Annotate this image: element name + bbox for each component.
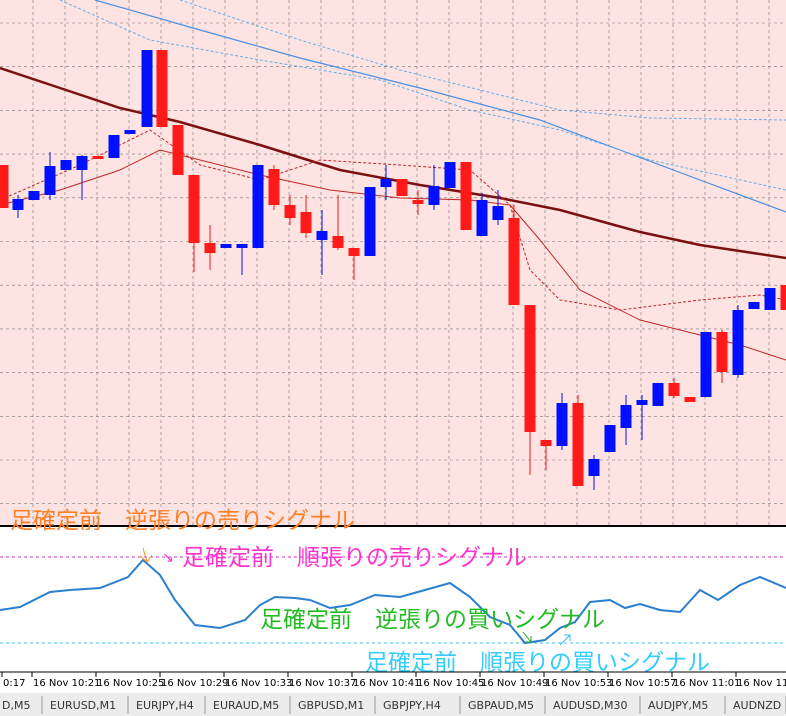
ichimoku-line — [94, 0, 786, 213]
candle-body — [172, 125, 184, 175]
tab[interactable]: AUDUSD,M30 — [553, 699, 628, 712]
candle-body — [76, 156, 88, 170]
candle-body — [764, 288, 776, 310]
time-label: 16 Nov 10:33 — [225, 678, 292, 689]
candle-body — [364, 187, 376, 256]
candle-body — [700, 332, 712, 397]
arrow: ↘ — [162, 550, 174, 566]
candle-body — [348, 248, 360, 256]
candle-body — [236, 244, 248, 248]
cloud-edge — [179, 0, 786, 121]
time-label: 16 Nov 10:29 — [161, 678, 228, 689]
candle-body — [476, 200, 488, 236]
time-label: 16 Nov 11:01 — [673, 678, 740, 689]
candle-body — [44, 166, 56, 195]
candle-body — [284, 205, 296, 218]
tab[interactable]: EURAUD,M5 — [213, 699, 279, 712]
candle-body — [28, 191, 40, 200]
time-label: 16 Nov 10:45 — [417, 678, 484, 689]
candle-body — [0, 165, 9, 208]
candle-body — [492, 206, 504, 220]
candle-body — [508, 218, 520, 305]
tab[interactable]: D,M5 — [2, 699, 30, 712]
main-chart-background — [0, 0, 786, 525]
candle-body — [572, 403, 584, 486]
candle-body — [108, 135, 120, 158]
moving-average — [0, 66, 786, 260]
time-label: 16 Nov 10:37 — [289, 678, 356, 689]
tab-bar — [0, 693, 786, 716]
grid — [0, 0, 786, 525]
tab[interactable]: AUDNZD — [733, 699, 781, 712]
candle-body — [588, 459, 600, 476]
candle-body — [12, 199, 24, 210]
candle-body — [636, 400, 648, 405]
candle-body — [396, 179, 408, 196]
candle-body — [300, 212, 312, 233]
tabs: D,M5 EURUSD,M1 EURJPY,H4 EURAUD,M5 GBPUSD,M1… — [2, 696, 786, 714]
time-label: 16 Nov 10:41 — [353, 678, 420, 689]
arrow — [522, 631, 532, 643]
oscillator-line — [0, 558, 786, 645]
candle-body — [252, 165, 264, 248]
signal-label: 足確定前 順張りの売りシグナル — [182, 545, 527, 571]
arrow — [559, 634, 571, 646]
signal-label: 足確定前 逆張りの買いシグナル — [260, 607, 605, 633]
time-label: 16 Nov 10:57 — [609, 678, 676, 689]
candle-body — [156, 50, 168, 127]
signal-label: 足確定前 逆張りの売りシグナル — [10, 508, 355, 534]
arrow — [139, 547, 153, 563]
candle-body — [188, 175, 200, 243]
time-label: 16 Nov 10:25 — [97, 678, 164, 689]
candle-body — [332, 236, 344, 248]
candle-body — [92, 156, 104, 159]
tab[interactable]: GBPUSD,M1 — [298, 699, 364, 712]
tab[interactable]: EURUSD,M1 — [50, 699, 116, 712]
candle-body — [316, 231, 328, 240]
tab[interactable]: GBPAUD,M5 — [468, 699, 534, 712]
candle-body — [460, 162, 472, 230]
tab[interactable]: EURJPY,H4 — [136, 699, 194, 712]
candle-body — [556, 403, 568, 446]
time-label: 16 Nov 10:21 — [33, 678, 100, 689]
candle-body — [620, 405, 632, 428]
candle-body — [444, 162, 456, 188]
time-axis — [0, 672, 786, 692]
candle-body — [540, 440, 552, 446]
candle-body — [141, 50, 153, 127]
time-label: 0:17 — [3, 678, 25, 689]
time-label: 16 Nov 11:0 — [737, 678, 786, 689]
time-label: 16 Nov 10:53 — [545, 678, 612, 689]
candle-body — [780, 285, 786, 310]
candle-body — [220, 244, 232, 248]
candle-body — [204, 243, 216, 253]
candle-body — [60, 160, 72, 170]
cloud-edge — [59, 0, 786, 191]
candle-body — [748, 302, 760, 309]
tab[interactable]: AUDJPY,M5 — [648, 699, 708, 712]
candle-body — [732, 310, 744, 375]
time-label: 16 Nov 10:49 — [481, 678, 548, 689]
candle-body — [268, 169, 280, 205]
tab[interactable]: GBPJPY,H4 — [383, 699, 441, 712]
candle-body — [524, 305, 536, 432]
candle-body — [716, 332, 728, 372]
candle-body — [684, 397, 696, 402]
candle-body — [124, 130, 136, 134]
candle-body — [668, 383, 680, 396]
candles — [0, 50, 786, 490]
candle-body — [652, 383, 664, 406]
candle-body — [428, 186, 440, 205]
candle-body — [604, 425, 616, 452]
candle-body — [412, 200, 424, 204]
candle-body — [380, 179, 392, 187]
